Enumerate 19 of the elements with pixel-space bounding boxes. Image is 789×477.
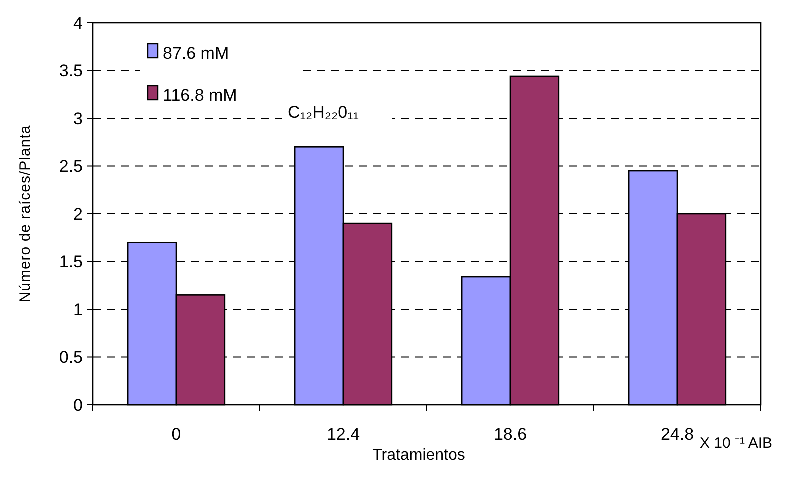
x-tick-label: 24.8 xyxy=(660,425,694,444)
annotation: C₁₂H₂₂0₁₁ xyxy=(288,103,360,122)
y-tick-label: 1.5 xyxy=(59,252,83,272)
y-tick-label: 4 xyxy=(74,14,83,33)
y-tick-label: 0 xyxy=(74,396,83,415)
x-axis-title: Tratamientos xyxy=(372,447,466,464)
y-tick-label: 0.5 xyxy=(59,348,83,368)
y-tick-label: 3.5 xyxy=(59,62,83,81)
x-tick-label: 0 xyxy=(172,425,182,444)
y-tick-label: 1 xyxy=(74,300,83,320)
y-tick-label: 2.5 xyxy=(59,157,83,176)
x-tick-label: 12.4 xyxy=(326,425,360,444)
x-tick-label: 18.6 xyxy=(494,425,528,444)
y-tick-label: 2 xyxy=(74,204,83,224)
y-tick-label: 3 xyxy=(74,109,83,128)
legend-label: 87.6 mM xyxy=(163,44,230,63)
text: X 10 ⁻¹ AIB xyxy=(700,435,773,452)
y-axis-title: Número de raíces/Planta xyxy=(17,125,34,303)
legend-label: 116.8 mM xyxy=(163,86,238,105)
